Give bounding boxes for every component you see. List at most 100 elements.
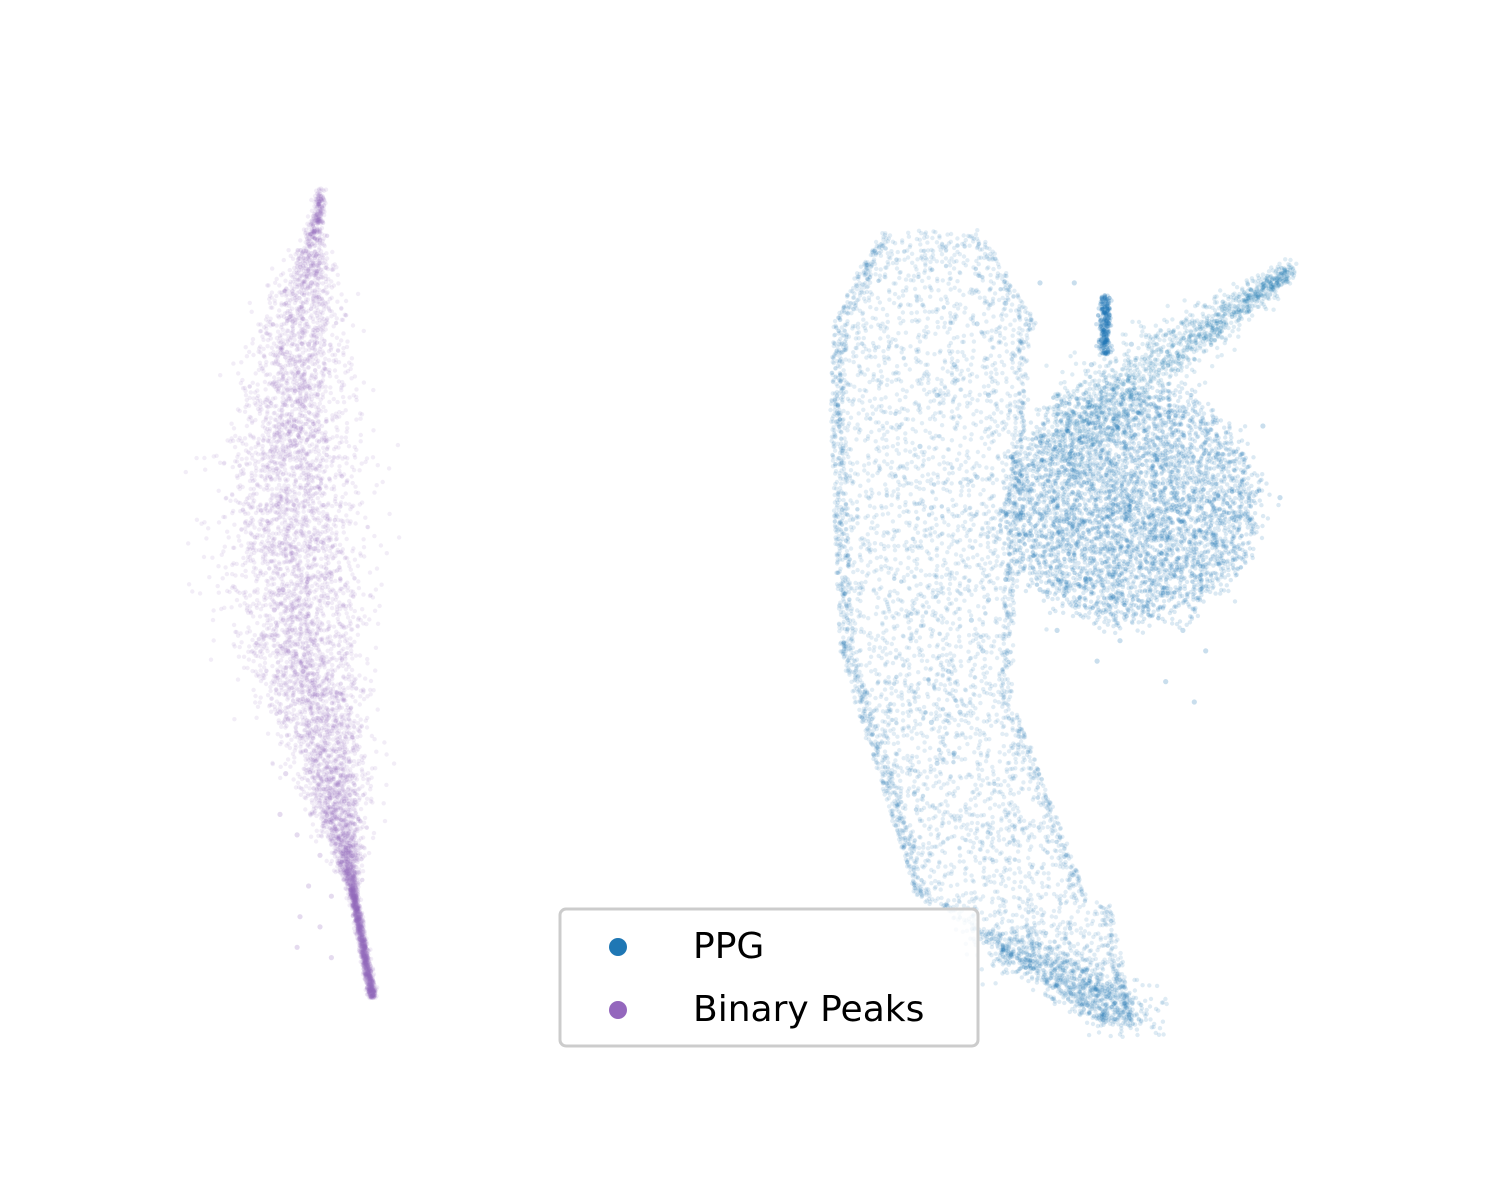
cloud-point — [893, 688, 899, 694]
cloud-point — [990, 363, 995, 368]
cloud-point — [904, 466, 910, 471]
cloud-point — [1062, 926, 1068, 931]
cloud-point — [853, 663, 858, 669]
cloud-point — [919, 449, 924, 455]
cloud-point — [958, 480, 963, 486]
cloud-point — [946, 545, 952, 550]
cloud-point — [1031, 823, 1037, 828]
cloud-point — [1034, 871, 1039, 876]
cloud-point — [893, 751, 898, 756]
cloud-point — [917, 706, 922, 712]
cloud-point — [968, 401, 973, 406]
cloud-point — [947, 263, 953, 268]
cloud-point — [916, 646, 921, 651]
cloud-point — [903, 431, 908, 436]
cloud-point — [980, 619, 986, 625]
cloud-point — [904, 539, 909, 545]
cloud-point — [1063, 889, 1068, 895]
cloud-point — [1011, 837, 1017, 843]
cloud-point — [1004, 271, 1009, 276]
cloud-point — [1060, 842, 1066, 848]
cloud-point — [873, 611, 879, 617]
cloud-point — [1000, 668, 1005, 673]
cloud-point — [877, 672, 882, 677]
cloud-point — [857, 610, 863, 615]
cloud-point — [834, 348, 839, 353]
cloud-point — [945, 330, 950, 335]
cloud-point — [1085, 910, 1091, 915]
cloud-point — [1008, 283, 1013, 289]
cloud-point — [842, 471, 847, 476]
cloud-point — [948, 320, 953, 326]
cloud-point — [879, 567, 884, 572]
cloud-point — [935, 617, 940, 622]
cloud-point — [891, 636, 896, 641]
cloud-point — [900, 702, 905, 708]
cloud-point — [837, 549, 842, 554]
cloud-point — [991, 644, 996, 649]
cloud-point — [910, 426, 915, 432]
cloud-point — [849, 611, 854, 617]
cloud-point — [877, 703, 882, 708]
cloud-point — [905, 765, 910, 771]
cloud-point — [961, 547, 966, 552]
cloud-point — [932, 352, 937, 357]
cloud-point — [838, 612, 844, 618]
cloud-point — [1026, 909, 1031, 915]
cloud-point — [841, 497, 846, 503]
cloud-point — [1115, 957, 1121, 962]
cloud-point — [925, 694, 931, 700]
cloud-point — [914, 347, 919, 352]
cloud-point — [889, 641, 894, 647]
cloud-point — [982, 295, 987, 300]
cloud-point — [913, 293, 919, 299]
cloud-point — [912, 453, 917, 458]
cloud-point — [926, 512, 932, 517]
cloud-point — [952, 303, 957, 309]
cloud-point — [984, 371, 989, 376]
cloud-point — [844, 589, 849, 594]
cloud-point — [948, 340, 953, 346]
cloud-point — [1031, 795, 1037, 800]
cloud-point — [953, 688, 958, 694]
cloud-point — [852, 323, 858, 329]
cloud-point — [1017, 718, 1022, 723]
cloud-point — [861, 296, 867, 301]
cloud-point — [840, 394, 846, 400]
cloud-point — [937, 434, 942, 439]
cloud-point — [971, 412, 976, 417]
cloud-point — [1071, 895, 1077, 901]
cloud-point — [998, 692, 1003, 697]
cloud-point — [857, 552, 863, 557]
cloud-point — [920, 614, 925, 619]
cloud-point — [915, 686, 921, 691]
cloud-point — [958, 659, 963, 664]
cloud-point — [985, 544, 991, 550]
cloud-point — [914, 310, 920, 315]
cloud-point — [859, 719, 865, 724]
cloud-point — [840, 592, 845, 597]
cloud-point — [941, 782, 946, 787]
cloud-point — [973, 854, 978, 860]
cloud-point — [962, 310, 967, 315]
cloud-point — [1056, 821, 1061, 827]
cloud-point — [847, 358, 852, 363]
cloud-point — [973, 803, 978, 808]
cloud-point — [1068, 865, 1073, 870]
cloud-point — [864, 388, 869, 394]
cloud-point — [837, 450, 843, 456]
cloud-point — [886, 796, 891, 801]
cloud-point — [954, 539, 960, 544]
cloud-point — [955, 249, 960, 255]
cloud-point — [920, 794, 926, 799]
cloud-point — [886, 675, 891, 680]
cloud-point — [1006, 412, 1011, 417]
cloud-point — [1016, 734, 1021, 739]
cloud-point — [951, 503, 956, 509]
cloud-point — [909, 251, 915, 256]
cloud-point — [884, 628, 889, 633]
cloud-point — [1013, 416, 1018, 422]
cloud-point — [935, 472, 940, 477]
cloud-point — [1069, 915, 1074, 920]
cloud-point — [933, 230, 938, 235]
